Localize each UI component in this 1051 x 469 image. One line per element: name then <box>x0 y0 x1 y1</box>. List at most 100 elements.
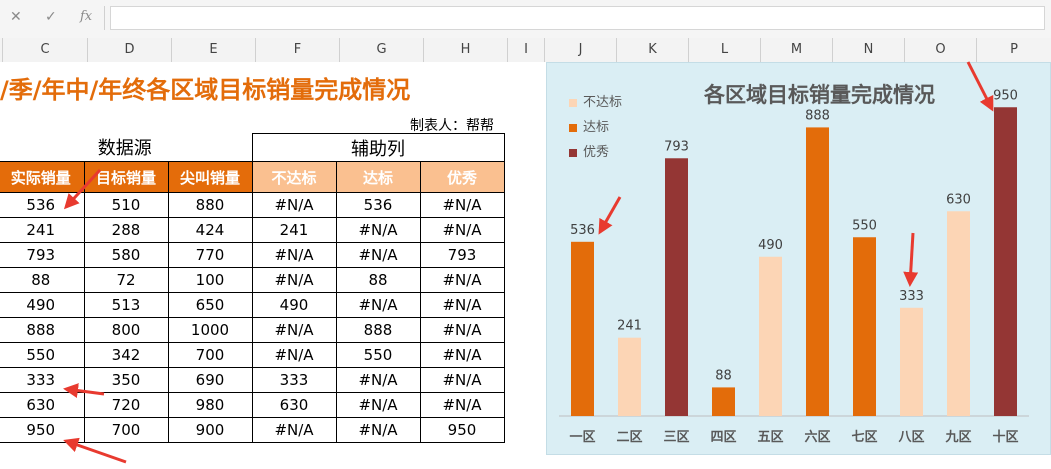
header-below[interactable]: 不达标 <box>251 161 337 193</box>
cell[interactable]: #N/A <box>335 392 421 418</box>
cell[interactable]: 950 <box>0 417 85 443</box>
cell[interactable]: 888 <box>0 317 85 343</box>
cell[interactable]: 333 <box>0 367 85 393</box>
cell[interactable]: #N/A <box>419 367 505 393</box>
chart-title: 各区域目标销量完成情况 <box>704 83 935 107</box>
cell[interactable]: 800 <box>83 317 169 343</box>
cell[interactable]: 1000 <box>167 317 253 343</box>
cell[interactable]: #N/A <box>251 317 337 343</box>
cell[interactable]: 100 <box>167 267 253 293</box>
chart-bar[interactable] <box>994 107 1017 416</box>
cell[interactable]: 536 <box>335 192 421 218</box>
chart-bar[interactable] <box>853 237 876 416</box>
column-header-i[interactable]: I <box>508 38 545 62</box>
header-excellent-target[interactable]: 尖叫销量 <box>167 161 253 193</box>
cell[interactable]: #N/A <box>335 292 421 318</box>
column-header-c[interactable]: C <box>3 38 88 62</box>
cell[interactable]: #N/A <box>419 217 505 243</box>
chart-bar[interactable] <box>571 241 594 416</box>
cell[interactable]: #N/A <box>251 267 337 293</box>
cell[interactable]: 720 <box>83 392 169 418</box>
cell[interactable]: #N/A <box>419 342 505 368</box>
column-header-g[interactable]: G <box>340 38 424 62</box>
cell[interactable]: #N/A <box>335 217 421 243</box>
cell[interactable]: 241 <box>251 217 337 243</box>
cell[interactable]: #N/A <box>335 242 421 268</box>
cell[interactable]: #N/A <box>335 417 421 443</box>
header-reached[interactable]: 达标 <box>335 161 421 193</box>
cell[interactable]: 550 <box>335 342 421 368</box>
column-header-j[interactable]: J <box>545 38 617 62</box>
cell[interactable]: 288 <box>83 217 169 243</box>
enter-icon[interactable]: ✓ <box>45 9 57 25</box>
cell[interactable]: 900 <box>167 417 253 443</box>
cell[interactable]: 350 <box>83 367 169 393</box>
header-excellent[interactable]: 优秀 <box>419 161 505 193</box>
cell[interactable]: #N/A <box>251 242 337 268</box>
column-header-o[interactable]: O <box>905 38 977 62</box>
header-actual[interactable]: 实际销量 <box>0 161 85 193</box>
cell[interactable]: 342 <box>83 342 169 368</box>
cell[interactable]: #N/A <box>251 192 337 218</box>
chart-bar[interactable] <box>618 337 641 416</box>
chart-bar[interactable] <box>759 256 782 416</box>
cell[interactable]: 580 <box>83 242 169 268</box>
cell[interactable]: 880 <box>167 192 253 218</box>
cell[interactable]: 950 <box>419 417 505 443</box>
cell[interactable]: 510 <box>83 192 169 218</box>
cell[interactable]: 770 <box>167 242 253 268</box>
cell[interactable]: 630 <box>251 392 337 418</box>
cell[interactable]: #N/A <box>419 192 505 218</box>
cell[interactable]: 550 <box>0 342 85 368</box>
column-header-l[interactable]: L <box>689 38 761 62</box>
cell[interactable]: 650 <box>167 292 253 318</box>
cell[interactable]: 980 <box>167 392 253 418</box>
x-tick-label: 八区 <box>897 430 924 445</box>
cell[interactable]: 241 <box>0 217 85 243</box>
cancel-icon[interactable]: ✕ <box>10 9 22 25</box>
chart-bar[interactable] <box>712 387 735 416</box>
cell[interactable]: 513 <box>83 292 169 318</box>
chart-bar[interactable] <box>947 211 970 416</box>
cell[interactable]: 333 <box>251 367 337 393</box>
column-header-h[interactable]: H <box>424 38 508 62</box>
column-header-m[interactable]: M <box>761 38 833 62</box>
x-tick-label: 九区 <box>944 430 971 445</box>
chart-bar[interactable] <box>806 127 829 417</box>
cell[interactable]: #N/A <box>251 417 337 443</box>
header-target[interactable]: 目标销量 <box>83 161 169 193</box>
cell[interactable]: 424 <box>167 217 253 243</box>
cell[interactable]: 630 <box>0 392 85 418</box>
column-header-e[interactable]: E <box>172 38 256 62</box>
cell[interactable]: 490 <box>0 292 85 318</box>
cell[interactable]: 72 <box>83 267 169 293</box>
function-icon[interactable]: fx <box>80 9 93 24</box>
cell[interactable]: 888 <box>335 317 421 343</box>
column-header-f[interactable]: F <box>256 38 340 62</box>
column-header-p[interactable]: P <box>1010 42 1018 57</box>
chart-bar[interactable] <box>900 307 923 416</box>
cell[interactable]: 88 <box>0 267 85 293</box>
cell[interactable]: 490 <box>251 292 337 318</box>
cell[interactable]: 793 <box>419 242 505 268</box>
cell[interactable]: 700 <box>167 342 253 368</box>
cell[interactable]: #N/A <box>419 317 505 343</box>
cell[interactable]: 536 <box>0 192 85 218</box>
cell[interactable]: 88 <box>335 267 421 293</box>
data-label: 536 <box>570 223 595 238</box>
cell[interactable]: #N/A <box>419 292 505 318</box>
chart-area[interactable]: 各区域目标销量完成情况 不达标 达标 优秀 536 一区 241 二区 793 三区 88 四… <box>546 62 1051 455</box>
column-header-k[interactable]: K <box>617 38 689 62</box>
cell[interactable]: 793 <box>0 242 85 268</box>
formula-input[interactable] <box>110 6 1045 30</box>
cell[interactable]: 690 <box>167 367 253 393</box>
cell[interactable]: #N/A <box>419 392 505 418</box>
cell[interactable]: #N/A <box>419 267 505 293</box>
chart-bar[interactable] <box>665 158 688 416</box>
cell[interactable]: 700 <box>83 417 169 443</box>
x-tick-label: 五区 <box>757 430 783 445</box>
column-header-n[interactable]: N <box>833 38 905 62</box>
cell[interactable]: #N/A <box>335 367 421 393</box>
column-header-d[interactable]: D <box>88 38 172 62</box>
cell[interactable]: #N/A <box>251 342 337 368</box>
